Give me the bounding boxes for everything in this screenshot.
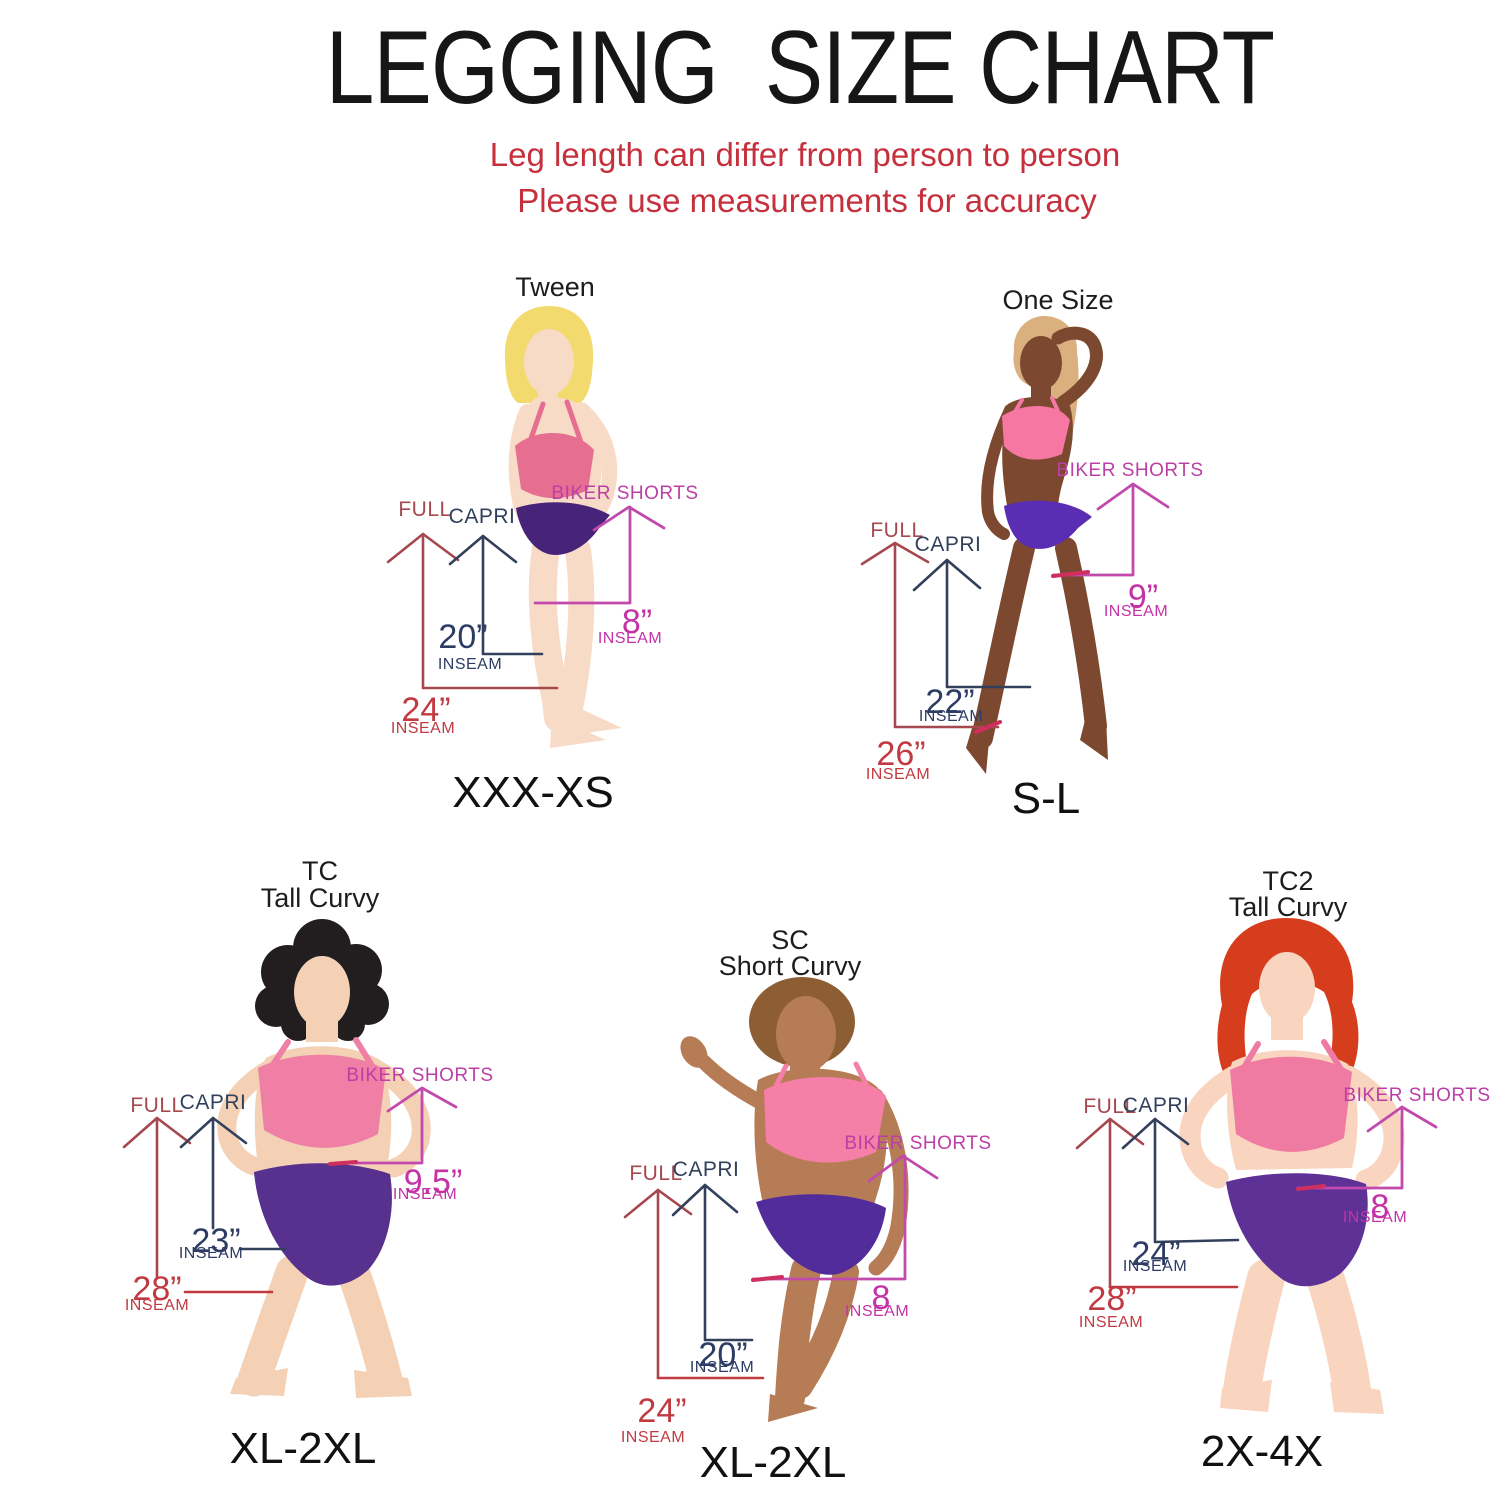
one-size-thigh-mark (1051, 570, 1090, 578)
tc2-full-inseam-value: 28” (1087, 1280, 1137, 1318)
page-title: LEGGING SIZE CHART (325, 10, 1275, 126)
figure-subname-tc2: Tall Curvy (1228, 892, 1348, 922)
tween-measurement-arrows (386, 505, 666, 690)
tc2-measurement-arrows (1075, 1105, 1438, 1289)
tween-capri-label: CAPRI (448, 505, 516, 528)
tween-full-label: FULL (398, 498, 452, 521)
tc2-capri-inseam-label: INSEAM (1122, 1258, 1188, 1275)
subtitle-line-1: Leg length can differ from person to per… (489, 136, 1121, 173)
sc-biker-inseam-value: 8 (871, 1279, 891, 1317)
one-size-full-inseam-label: INSEAM (865, 766, 931, 783)
sc-measurement-arrows (623, 1154, 939, 1380)
one-size-capri-inseam-value: 22” (925, 683, 975, 721)
tc-biker-inseam-label: INSEAM (392, 1186, 458, 1203)
size-label-sc: XL-2XL (699, 1438, 847, 1487)
one-size-full-inseam-value: 26” (876, 735, 926, 773)
figure-name-tc: TC (302, 856, 338, 886)
sc-capri-inseam-label: INSEAM (689, 1359, 755, 1376)
tc-capri-inseam-value: 23” (191, 1222, 241, 1260)
one-size-biker-inseam-value: 9” (1127, 578, 1159, 616)
tc2-body-illustration (1179, 918, 1405, 1414)
figure-name-tc2: TC2 (1262, 866, 1314, 896)
sc-full-inseam-value: 24” (637, 1392, 687, 1430)
tween-full-inseam-value: 24” (401, 691, 451, 729)
figure-subname-tc: Tall Curvy (260, 883, 380, 913)
tc-biker-shorts-label: BIKER SHORTS (346, 1065, 494, 1086)
tc2-biker-inseam-value: 8 (1370, 1188, 1390, 1226)
one-size-capri-inseam-label: INSEAM (918, 708, 984, 725)
one-size-full-label: FULL (870, 519, 924, 542)
tween-biker-shorts-label: BIKER SHORTS (551, 483, 699, 504)
sc-thigh-mark (751, 1275, 784, 1282)
tc2-biker-shorts-label: BIKER SHORTS (1343, 1085, 1491, 1106)
tc-biker-inseam-value: 9.5” (403, 1163, 463, 1201)
tc-body-illustration (217, 919, 431, 1398)
size-label-tween: XXX-XS (452, 768, 614, 817)
tween-biker-inseam-label: INSEAM (597, 630, 663, 647)
subtitle-line-2: Please use measurements for accuracy (517, 182, 1097, 219)
one-size-body-illustration (966, 316, 1108, 774)
figure-name-tween: Tween (515, 272, 595, 302)
tc-thigh-mark (328, 1160, 358, 1166)
sc-biker-arrowhead (867, 1154, 939, 1183)
size-label-one-size: S-L (1011, 774, 1081, 823)
sc-capri-inseam-value: 20” (698, 1336, 748, 1374)
sc-biker-inseam-label: INSEAM (844, 1303, 910, 1320)
one-size-ankle-mark (974, 720, 1002, 734)
tween-body-illustration (504, 306, 622, 748)
size-label-tc2: 2X-4X (1200, 1427, 1324, 1476)
sc-biker-shorts-label: BIKER SHORTS (844, 1133, 992, 1154)
tc2-full-label: FULL (1083, 1095, 1137, 1118)
one-size-capri-label: CAPRI (914, 533, 982, 556)
sc-full-inseam-label: INSEAM (620, 1429, 686, 1446)
tc2-thigh-mark (1296, 1184, 1326, 1191)
one-size-biker-shorts-label: BIKER SHORTS (1056, 460, 1204, 481)
tween-capri-inseam-label: INSEAM (437, 656, 503, 673)
tween-full-inseam-label: INSEAM (390, 720, 456, 737)
sc-full-label: FULL (629, 1162, 683, 1185)
tc-full-inseam-label: INSEAM (124, 1297, 190, 1314)
tc2-biker-inseam-label: INSEAM (1342, 1209, 1408, 1226)
size-label-tc: XL-2XL (229, 1424, 377, 1473)
figure-name-sc: SC (771, 925, 809, 955)
tween-biker-inseam-value: 8” (621, 603, 653, 641)
one-size-biker-inseam-label: INSEAM (1103, 603, 1169, 620)
sc-capri-label: CAPRI (672, 1158, 740, 1181)
tc2-capri-label: CAPRI (1122, 1094, 1190, 1117)
tc-measurement-arrows (122, 1086, 458, 1294)
one-size-measurement-arrows (860, 482, 1170, 734)
tc-full-inseam-value: 28” (132, 1270, 182, 1308)
tc-full-label: FULL (130, 1094, 184, 1117)
tc-capri-inseam-label: INSEAM (178, 1245, 244, 1262)
tc2-full-inseam-label: INSEAM (1078, 1314, 1144, 1331)
tc2-capri-inseam-value: 24” (1131, 1235, 1181, 1273)
figure-subname-sc: Short Curvy (718, 951, 862, 981)
tc-capri-label: CAPRI (179, 1091, 247, 1114)
figure-name-one-size: One Size (1002, 285, 1114, 315)
tween-capri-inseam-value: 20” (438, 618, 488, 656)
sc-body-illustration (680, 977, 909, 1422)
